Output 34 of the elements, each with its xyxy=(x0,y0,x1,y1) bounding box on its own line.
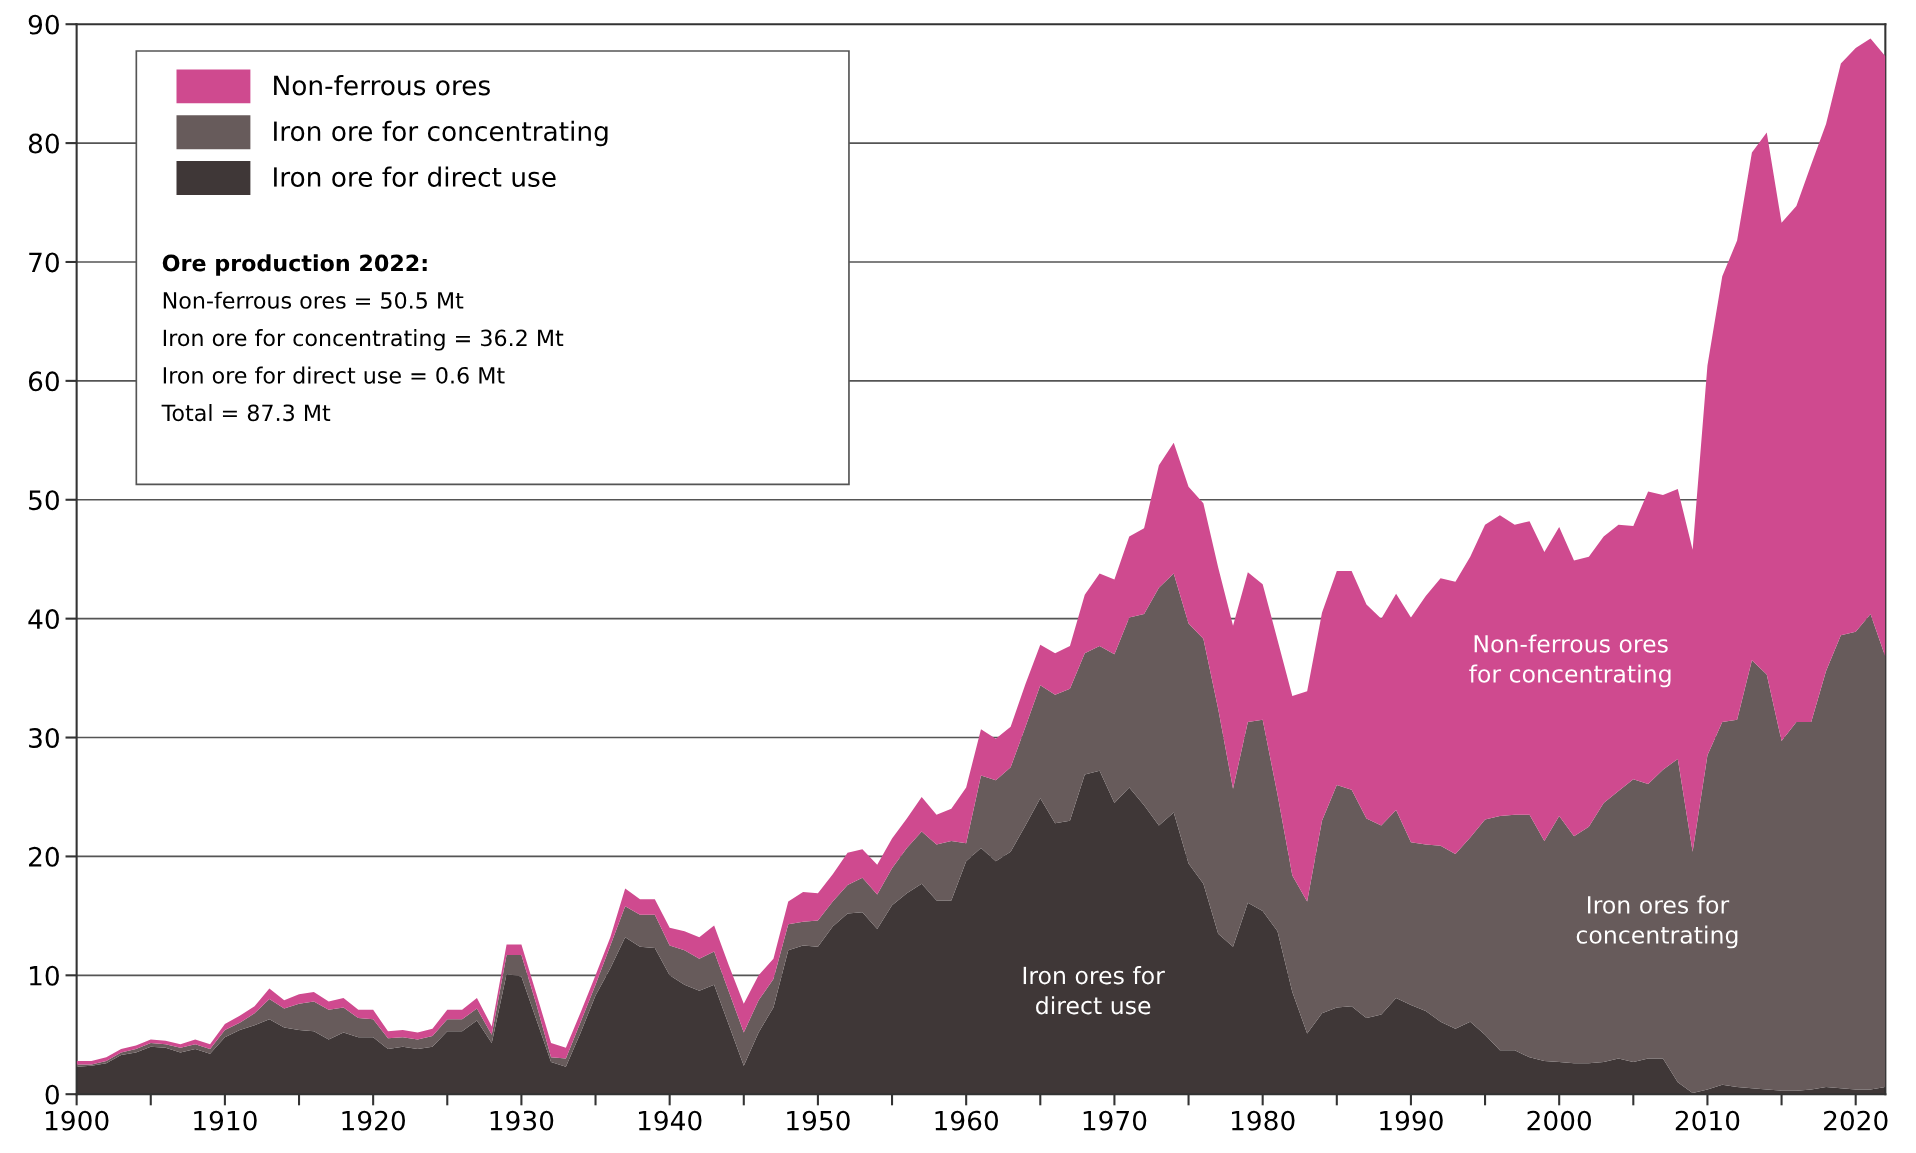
annotation: Iron ores for concentrating xyxy=(1576,895,1738,949)
annotation: Iron ore for direct use = 0.6 Mt xyxy=(163,366,505,384)
legend-label: Iron ore for concentrating xyxy=(274,120,608,147)
y-tick-label: 30 xyxy=(29,727,59,748)
x-tick-label: 1950 xyxy=(787,1110,850,1131)
x-tick-label: 2020 xyxy=(1824,1110,1888,1131)
y-tick-label: 80 xyxy=(28,133,59,154)
y-tick-label: 50 xyxy=(29,490,59,511)
annotation: Iron ores for direct use xyxy=(1023,966,1165,1015)
annotation: Iron ore for concentrating = 36.2 Mt xyxy=(163,329,564,351)
legend-label: Iron ore for direct use xyxy=(274,166,556,187)
y-tick-label: 20 xyxy=(29,846,59,867)
annotation: Ore production 2022: xyxy=(162,254,427,276)
x-tick-label: 1920 xyxy=(342,1110,405,1131)
x-tick-label: 1990 xyxy=(1380,1110,1443,1131)
annotation: Total = 87.3 Mt xyxy=(161,404,331,422)
y-tick-label: 90 xyxy=(28,14,59,35)
x-tick-label: 1970 xyxy=(1083,1110,1147,1131)
y-tick-label: 10 xyxy=(29,965,59,986)
annotation: Non-ferrous ores for concentrating xyxy=(1469,634,1671,688)
x-tick-label: 2000 xyxy=(1527,1110,1592,1131)
x-tick-label: 2010 xyxy=(1675,1110,1740,1131)
x-tick-label: 1960 xyxy=(935,1110,998,1131)
y-tick-label: 60 xyxy=(28,371,59,392)
legend-label: Non-ferrous ores xyxy=(274,74,490,96)
annotation: Non-ferrous ores = 50.5 Mt xyxy=(163,291,464,309)
x-tick-label: 1980 xyxy=(1231,1110,1295,1131)
x-tick-label: 1910 xyxy=(194,1110,257,1131)
x-tick-label: 1930 xyxy=(490,1110,554,1131)
y-tick-label: 0 xyxy=(45,1084,59,1105)
y-tick-label: 40 xyxy=(28,609,59,630)
y-tick-label: 70 xyxy=(29,252,59,273)
x-tick-label: 1900 xyxy=(45,1110,109,1131)
x-tick-label: 1940 xyxy=(638,1110,702,1131)
